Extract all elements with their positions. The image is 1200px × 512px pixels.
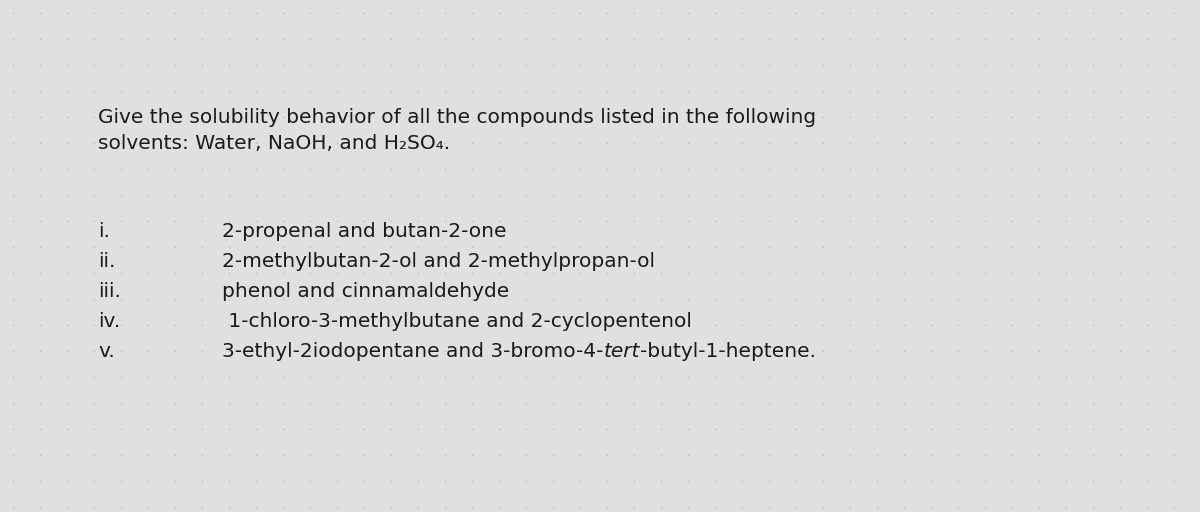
Text: 2-propenal and butan-2-one: 2-propenal and butan-2-one [222,222,506,241]
Text: iii.: iii. [98,282,121,301]
Text: ii.: ii. [98,252,115,271]
Text: 1-chloro-3-methylbutane and 2-cyclopentenol: 1-chloro-3-methylbutane and 2-cyclopente… [222,312,692,331]
Text: solvents: Water, NaOH, and H₂SO₄.: solvents: Water, NaOH, and H₂SO₄. [98,134,450,153]
Text: v.: v. [98,342,115,361]
Text: iv.: iv. [98,312,121,331]
Text: 2-methylbutan-2-ol and 2-methylpropan-ol: 2-methylbutan-2-ol and 2-methylpropan-ol [222,252,655,271]
Text: tert: tert [604,342,640,361]
Text: -butyl-1-heptene.: -butyl-1-heptene. [640,342,816,361]
Text: Give the solubility behavior of all the compounds listed in the following: Give the solubility behavior of all the … [98,108,816,127]
Text: phenol and cinnamaldehyde: phenol and cinnamaldehyde [222,282,509,301]
Text: 3-ethyl-2iodopentane and 3-bromo-4-: 3-ethyl-2iodopentane and 3-bromo-4- [222,342,604,361]
Text: i.: i. [98,222,110,241]
